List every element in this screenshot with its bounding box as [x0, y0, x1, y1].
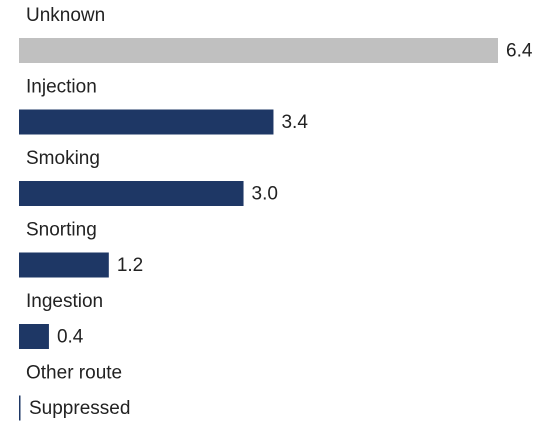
category-label: Ingestion: [26, 291, 103, 312]
value-label: 3.4: [281, 112, 308, 133]
suppressed-marker: [19, 395, 21, 421]
value-label: 1.2: [117, 255, 143, 276]
value-label: Suppressed: [29, 398, 130, 419]
bar: [19, 181, 244, 206]
value-label: 3.0: [252, 184, 278, 205]
value-label: 6.4: [506, 41, 533, 62]
bar: [19, 109, 274, 135]
category-label: Injection: [26, 77, 97, 98]
category-label: Smoking: [26, 148, 100, 169]
category-label: Snorting: [26, 220, 97, 241]
bar: [19, 324, 49, 349]
bar: [19, 252, 109, 278]
category-label: Unknown: [26, 5, 105, 26]
bar: [19, 38, 498, 63]
category-label: Other route: [26, 363, 122, 384]
value-label: 0.4: [57, 327, 84, 348]
